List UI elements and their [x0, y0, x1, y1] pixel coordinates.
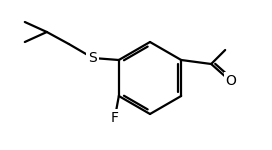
- Text: F: F: [111, 111, 119, 125]
- Text: O: O: [226, 74, 237, 88]
- Text: S: S: [88, 51, 97, 65]
